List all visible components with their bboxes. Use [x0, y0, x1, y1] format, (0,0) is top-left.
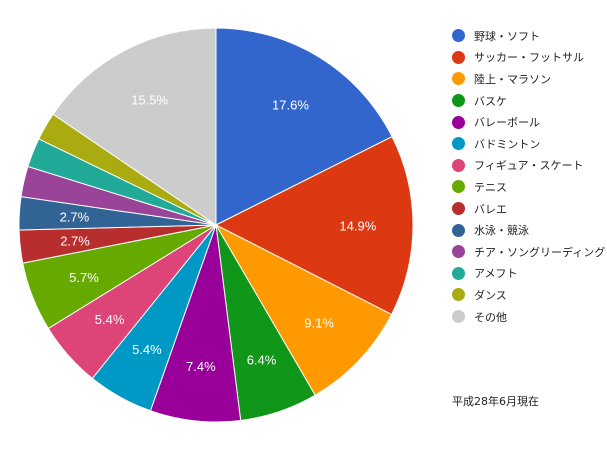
legend-item[interactable]: バレーボール — [452, 111, 605, 133]
legend-label: バドミントン — [474, 137, 541, 151]
legend-item[interactable]: 水泳・競泳 — [452, 219, 605, 241]
slice-percent-label: 15.5% — [131, 93, 168, 108]
pie-slice[interactable] — [52, 27, 217, 226]
legend-color-dot-icon — [452, 29, 465, 43]
pie-slice[interactable] — [214, 223, 393, 396]
pie-chart: 17.6% 14.9% 9.1% 6.4% 7.4% 5.4% 5.4% 5.7% 2.7% 2.… — [18, 27, 414, 423]
legend-label: 野球・ソフト — [474, 29, 540, 43]
slice-percent-label: 6.4% — [247, 352, 277, 367]
slice-percent-label: 5.7% — [69, 270, 99, 285]
legend-label: ダンス — [474, 288, 507, 302]
slice-percent-label: 14.9% — [339, 218, 376, 233]
legend-item[interactable]: サッカー・フットサル — [452, 47, 605, 69]
legend-item[interactable]: その他 — [452, 306, 605, 328]
legend-label: フィギュア・スケート — [474, 159, 584, 173]
slice-percent-label: 5.4% — [132, 342, 162, 357]
legend-label: アメフト — [474, 267, 518, 281]
legend-label: 水泳・競泳 — [474, 224, 529, 238]
legend-color-dot-icon — [452, 245, 465, 259]
legend-color-dot-icon — [452, 94, 465, 108]
legend-color-dot-icon — [452, 137, 465, 151]
legend-label: サッカー・フットサル — [474, 51, 584, 65]
legend: 野球・ソフトサッカー・フットサル 陸上・マラソン バスケバレーボール バドミントンフィ… — [452, 25, 605, 327]
legend-item[interactable]: バレエ — [452, 198, 605, 220]
legend-item[interactable]: アメフト — [452, 263, 605, 285]
legend-item[interactable]: フィギュア・スケート — [452, 155, 605, 177]
legend-item[interactable]: ダンス — [452, 284, 605, 306]
legend-label: チア・ソングリーディング — [474, 245, 606, 259]
legend-label: その他 — [474, 310, 507, 324]
slice-percent-label: 9.1% — [304, 315, 334, 330]
legend-color-dot-icon — [452, 202, 465, 216]
legend-item[interactable]: 陸上・マラソン — [452, 68, 605, 90]
legend-item[interactable]: バドミントン — [452, 133, 605, 155]
legend-color-dot-icon — [452, 158, 465, 172]
slice-percent-label: 2.7% — [60, 234, 90, 249]
legend-item[interactable]: バスケ — [452, 90, 605, 112]
legend-color-dot-icon — [452, 266, 465, 280]
legend-label: バレエ — [474, 202, 507, 216]
legend-label: バレーボール — [474, 116, 540, 130]
slice-percent-label: 7.4% — [186, 359, 216, 374]
legend-color-dot-icon — [452, 115, 465, 129]
legend-label: 陸上・マラソン — [474, 72, 551, 86]
legend-label: バスケ — [474, 94, 507, 108]
legend-label: テニス — [474, 180, 507, 194]
legend-color-dot-icon — [452, 50, 465, 64]
pie-slice[interactable] — [214, 135, 414, 316]
slice-percent-label: 2.7% — [60, 210, 90, 225]
legend-item[interactable]: チア・ソングリーディング — [452, 241, 605, 263]
slice-percent-label: 17.6% — [272, 97, 309, 112]
legend-color-dot-icon — [452, 180, 465, 194]
legend-color-dot-icon — [452, 288, 465, 302]
legend-color-dot-icon — [452, 223, 465, 237]
pie-slice[interactable] — [215, 27, 393, 226]
slice-percent-label: 5.4% — [95, 312, 125, 327]
legend-item[interactable]: テニス — [452, 176, 605, 198]
date-note: 平成28年6月現在 — [452, 395, 539, 408]
legend-color-dot-icon — [452, 72, 465, 86]
legend-color-dot-icon — [452, 310, 465, 324]
legend-item[interactable]: 野球・ソフト — [452, 25, 605, 47]
